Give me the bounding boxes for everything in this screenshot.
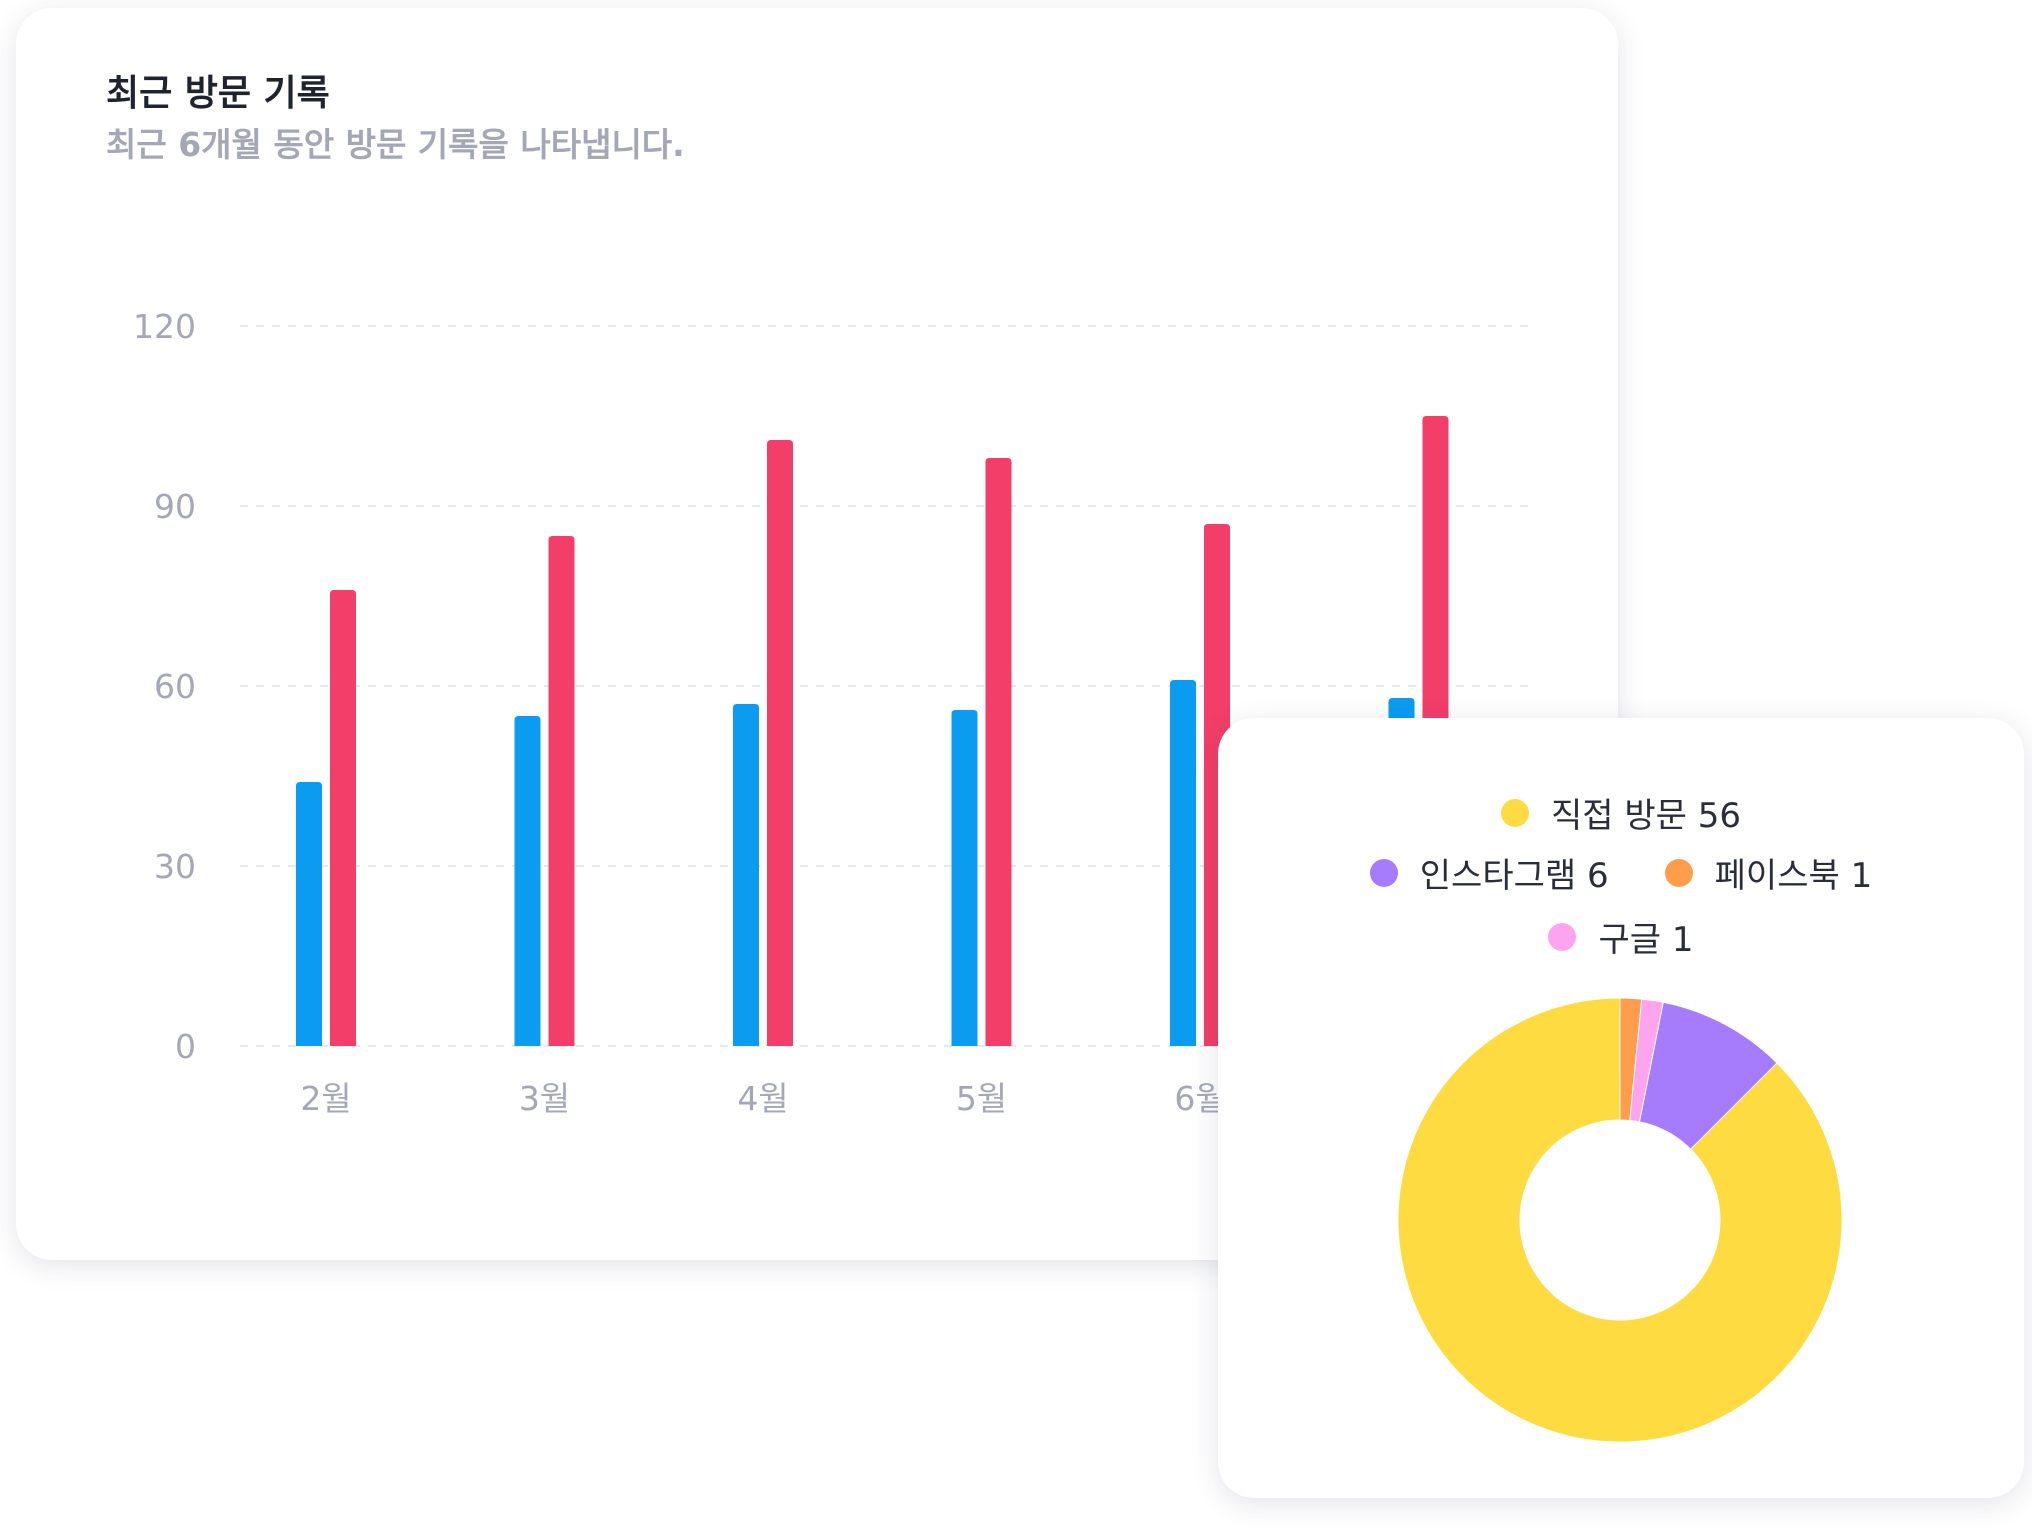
bar-s0-1[interactable]: [514, 716, 541, 1046]
legend-row-2: 인스타그램 6 페이스북 1: [1218, 848, 2024, 897]
x-tick-label: 2월: [300, 1079, 351, 1118]
legend-row-1: 직접 방문 56: [1218, 788, 2024, 837]
y-tick-label: 90: [154, 487, 196, 526]
visit-source-card: 직접 방문 56 인스타그램 6 페이스북 1 구글 1: [1218, 718, 2024, 1498]
x-tick-label: 3월: [519, 1079, 570, 1118]
legend-item-instagram[interactable]: 인스타그램 6: [1369, 848, 1609, 897]
y-tick-label: 60: [154, 667, 196, 706]
legend-item-facebook[interactable]: 페이스북 1: [1664, 848, 1873, 897]
legend-item-google[interactable]: 구글 1: [1548, 912, 1694, 961]
bar-s1-1[interactable]: [548, 536, 575, 1046]
donut-chart: [1397, 997, 1843, 1443]
legend-label-facebook: 페이스북 1: [1714, 856, 1873, 896]
bar-s0-3[interactable]: [951, 710, 978, 1046]
bar-s0-2[interactable]: [733, 704, 759, 1046]
bar-s0-0[interactable]: [296, 782, 322, 1046]
chart-subtitle: 최근 6개월 동안 방문 기록을 나타냅니다.: [106, 125, 685, 164]
bar-s1-3[interactable]: [985, 458, 1012, 1046]
legend-dot-direct: [1500, 798, 1529, 827]
legend-label-direct: 직접 방문 56: [1550, 796, 1741, 836]
legend-label-instagram: 인스타그램 6: [1419, 856, 1609, 896]
bar-s0-4[interactable]: [1170, 680, 1196, 1046]
bar-s1-0[interactable]: [330, 590, 356, 1046]
legend-dot-instagram: [1369, 858, 1398, 887]
x-tick-label: 6월: [1174, 1079, 1225, 1118]
legend-dot-facebook: [1664, 858, 1693, 887]
y-tick-label: 30: [154, 847, 196, 886]
bar-s1-2[interactable]: [767, 440, 793, 1046]
legend-row-3: 구글 1: [1218, 912, 2024, 961]
y-tick-label: 0: [175, 1027, 196, 1066]
x-tick-label: 4월: [737, 1079, 788, 1118]
legend-item-direct[interactable]: 직접 방문 56: [1500, 788, 1741, 837]
donut-slice-0[interactable]: [1397, 997, 1843, 1443]
chart-title: 최근 방문 기록: [106, 73, 330, 114]
legend-dot-google: [1548, 922, 1577, 951]
legend-label-google: 구글 1: [1598, 920, 1694, 960]
x-tick-label: 5월: [956, 1079, 1007, 1118]
y-tick-label: 120: [133, 307, 196, 346]
